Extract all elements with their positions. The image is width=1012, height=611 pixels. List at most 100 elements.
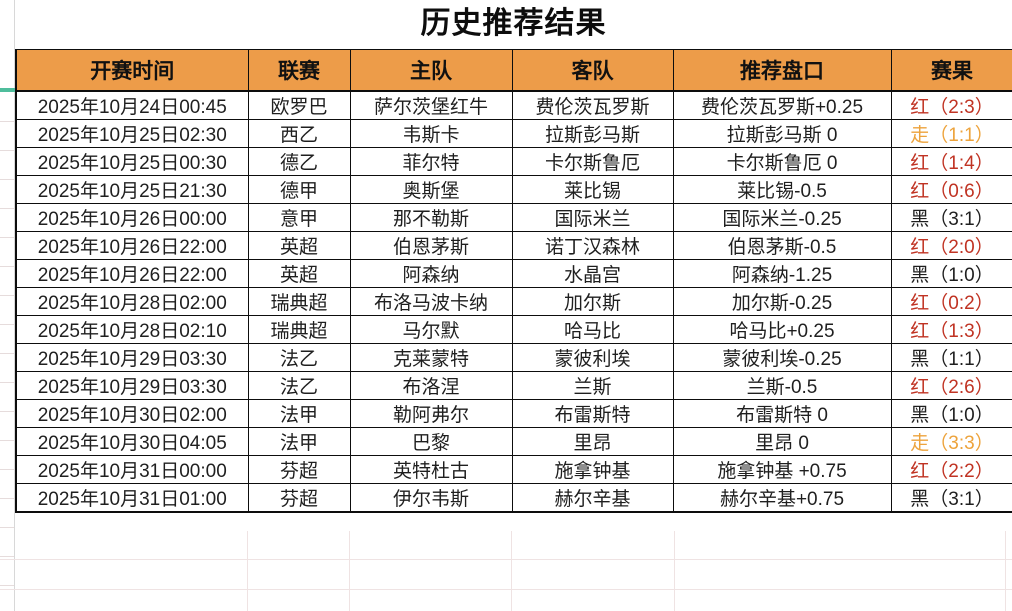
cell-result[interactable]: 红（2:2） — [890, 455, 1012, 484]
cell-league[interactable]: 法甲 — [247, 399, 351, 428]
cell-handicap[interactable]: 拉斯彭马斯 0 — [672, 119, 892, 148]
table-row: 2025年10月29日03:30 法乙 布洛涅 兰斯 兰斯-0.5 红（2:6） — [15, 371, 1012, 400]
cell-away[interactable]: 卡尔斯鲁厄 — [511, 147, 674, 176]
cell-away[interactable]: 蒙彼利埃 — [511, 343, 674, 372]
cell-handicap[interactable]: 阿森纳-1.25 — [672, 259, 892, 288]
cell-league[interactable]: 瑞典超 — [247, 287, 351, 316]
cell-league[interactable]: 西乙 — [247, 119, 351, 148]
cell-home[interactable]: 布洛涅 — [349, 371, 513, 400]
cell-time[interactable]: 2025年10月25日00:30 — [15, 147, 249, 176]
cell-away[interactable]: 施拿钟基 — [511, 455, 674, 484]
cell-home[interactable]: 英特杜古 — [349, 455, 513, 484]
cell-league[interactable]: 意甲 — [247, 203, 351, 232]
cell-home[interactable]: 韦斯卡 — [349, 119, 513, 148]
cell-time[interactable]: 2025年10月30日02:00 — [15, 399, 249, 428]
cell-handicap[interactable]: 兰斯-0.5 — [672, 371, 892, 400]
cell-away[interactable]: 哈马比 — [511, 315, 674, 344]
cell-away[interactable]: 兰斯 — [511, 371, 674, 400]
cell-time[interactable]: 2025年10月26日22:00 — [15, 231, 249, 260]
cell-league[interactable]: 芬超 — [247, 483, 351, 513]
cell-league[interactable]: 德乙 — [247, 147, 351, 176]
cell-away[interactable]: 费伦茨瓦罗斯 — [511, 90, 674, 120]
cell-home[interactable]: 布洛马波卡纳 — [349, 287, 513, 316]
header-league[interactable]: 联赛 — [247, 49, 351, 92]
cell-handicap[interactable]: 国际米兰-0.25 — [672, 203, 892, 232]
faint-gridline-v — [511, 531, 512, 611]
header-away[interactable]: 客队 — [511, 49, 674, 92]
cell-time[interactable]: 2025年10月31日00:00 — [15, 455, 249, 484]
cell-home[interactable]: 阿森纳 — [349, 259, 513, 288]
cell-away[interactable]: 拉斯彭马斯 — [511, 119, 674, 148]
header-home[interactable]: 主队 — [349, 49, 513, 92]
cell-time[interactable]: 2025年10月29日03:30 — [15, 343, 249, 372]
cell-time[interactable]: 2025年10月26日00:00 — [15, 203, 249, 232]
cell-result[interactable]: 黑（1:0） — [890, 259, 1012, 288]
cell-result[interactable]: 红（2:3） — [890, 90, 1012, 120]
cell-result[interactable]: 黑（1:1） — [890, 343, 1012, 372]
cell-time[interactable]: 2025年10月25日21:30 — [15, 175, 249, 204]
cell-handicap[interactable]: 费伦茨瓦罗斯+0.25 — [672, 90, 892, 120]
cell-result[interactable]: 黑（3:1） — [890, 483, 1012, 513]
cell-away[interactable]: 里昂 — [511, 427, 674, 456]
cell-home[interactable]: 菲尔特 — [349, 147, 513, 176]
cell-league[interactable]: 德甲 — [247, 175, 351, 204]
cell-time[interactable]: 2025年10月28日02:00 — [15, 287, 249, 316]
cell-time[interactable]: 2025年10月24日00:45 — [15, 90, 249, 120]
cell-result[interactable]: 走（3:3） — [890, 427, 1012, 456]
cell-home[interactable]: 勒阿弗尔 — [349, 399, 513, 428]
cell-home[interactable]: 萨尔茨堡红牛 — [349, 90, 513, 120]
cell-league[interactable]: 欧罗巴 — [247, 90, 351, 120]
cell-home[interactable]: 伯恩茅斯 — [349, 231, 513, 260]
cell-result[interactable]: 红（1:3） — [890, 315, 1012, 344]
cell-home[interactable]: 马尔默 — [349, 315, 513, 344]
cell-league[interactable]: 英超 — [247, 259, 351, 288]
cell-league[interactable]: 法甲 — [247, 427, 351, 456]
cell-away[interactable]: 布雷斯特 — [511, 399, 674, 428]
table-row: 2025年10月25日00:30 德乙 菲尔特 卡尔斯鲁厄 卡尔斯鲁厄 0 红（1:4） — [15, 147, 1012, 176]
header-handicap[interactable]: 推荐盘口 — [672, 49, 892, 92]
cell-result[interactable]: 红（1:4） — [890, 147, 1012, 176]
cell-away[interactable]: 赫尔辛基 — [511, 483, 674, 513]
header-time[interactable]: 开赛时间 — [15, 49, 249, 92]
cell-away[interactable]: 加尔斯 — [511, 287, 674, 316]
cell-handicap[interactable]: 伯恩茅斯-0.5 — [672, 231, 892, 260]
cell-time[interactable]: 2025年10月30日04:05 — [15, 427, 249, 456]
cell-time[interactable]: 2025年10月28日02:10 — [15, 315, 249, 344]
cell-handicap[interactable]: 施拿钟基 +0.75 — [672, 455, 892, 484]
cell-home[interactable]: 克莱蒙特 — [349, 343, 513, 372]
cell-time[interactable]: 2025年10月31日01:00 — [15, 483, 249, 513]
cell-home[interactable]: 那不勒斯 — [349, 203, 513, 232]
cell-result[interactable]: 黑（1:0） — [890, 399, 1012, 428]
cell-handicap[interactable]: 莱比锡-0.5 — [672, 175, 892, 204]
cell-result[interactable]: 黑（3:1） — [890, 203, 1012, 232]
cell-league[interactable]: 英超 — [247, 231, 351, 260]
cell-result[interactable]: 红（2:0） — [890, 231, 1012, 260]
cell-time[interactable]: 2025年10月25日02:30 — [15, 119, 249, 148]
cell-handicap[interactable]: 卡尔斯鲁厄 0 — [672, 147, 892, 176]
header-result[interactable]: 赛果 — [890, 49, 1012, 92]
cell-handicap[interactable]: 布雷斯特 0 — [672, 399, 892, 428]
cell-result[interactable]: 走（1:1） — [890, 119, 1012, 148]
cell-result[interactable]: 红（0:2） — [890, 287, 1012, 316]
cell-away[interactable]: 莱比锡 — [511, 175, 674, 204]
cell-result[interactable]: 红（0:6） — [890, 175, 1012, 204]
table-row: 2025年10月30日04:05 法甲 巴黎 里昂 里昂 0 走（3:3） — [15, 427, 1012, 456]
cell-away[interactable]: 国际米兰 — [511, 203, 674, 232]
cell-handicap[interactable]: 赫尔辛基+0.75 — [672, 483, 892, 513]
cell-league[interactable]: 法乙 — [247, 343, 351, 372]
cell-handicap[interactable]: 蒙彼利埃-0.25 — [672, 343, 892, 372]
cell-home[interactable]: 奥斯堡 — [349, 175, 513, 204]
cell-away[interactable]: 水晶宫 — [511, 259, 674, 288]
cell-league[interactable]: 芬超 — [247, 455, 351, 484]
cell-league[interactable]: 法乙 — [247, 371, 351, 400]
cell-handicap[interactable]: 加尔斯-0.25 — [672, 287, 892, 316]
cell-handicap[interactable]: 里昂 0 — [672, 427, 892, 456]
cell-time[interactable]: 2025年10月26日22:00 — [15, 259, 249, 288]
cell-away[interactable]: 诺丁汉森林 — [511, 231, 674, 260]
cell-league[interactable]: 瑞典超 — [247, 315, 351, 344]
cell-result[interactable]: 红（2:6） — [890, 371, 1012, 400]
cell-home[interactable]: 巴黎 — [349, 427, 513, 456]
cell-time[interactable]: 2025年10月29日03:30 — [15, 371, 249, 400]
cell-home[interactable]: 伊尔韦斯 — [349, 483, 513, 513]
cell-handicap[interactable]: 哈马比+0.25 — [672, 315, 892, 344]
